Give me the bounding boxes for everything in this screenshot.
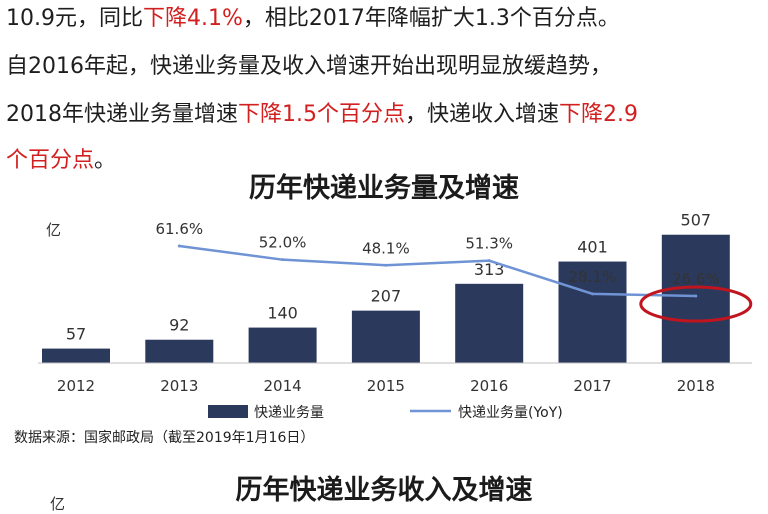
- revenue-unit-label: 亿: [50, 495, 66, 513]
- highlight-text: 下降4.1%: [143, 6, 243, 31]
- volume-chart: 亿 57 92 140 207 313 401 507 2012 2013 2014 2015 2016…: [38, 211, 753, 421]
- yoy-value-label: 48.1%: [362, 239, 410, 257]
- legend-label-bar: 快递业务量: [254, 405, 324, 421]
- text-segment: 2018年快递业务量增速: [6, 102, 238, 127]
- x-tick-label: 2012: [57, 377, 95, 395]
- text-segment: 10.9元，同比: [6, 6, 143, 31]
- yoy-line: [179, 244, 696, 298]
- text-segment: ，相比2017年降幅扩大1.3个百分点。: [242, 6, 620, 31]
- bar-2016: [455, 283, 524, 363]
- legend-label-line: 快递业务量(YoY): [458, 405, 563, 421]
- bar-value-label: 140: [267, 304, 298, 323]
- text-segment: ，快递收入增速: [405, 102, 560, 127]
- x-tick-label: 2013: [160, 377, 198, 395]
- bar-2014: [248, 327, 317, 363]
- paragraph-line-4: 个百分点。: [6, 141, 116, 180]
- x-tick-label: 2015: [367, 377, 405, 395]
- data-source-note: 数据来源：国家邮政局（截至2019年1月16日）: [14, 430, 315, 446]
- x-tick-label: 2016: [470, 377, 508, 395]
- bar-value-label: 57: [66, 325, 86, 344]
- yoy-point: [487, 259, 491, 263]
- yoy-point: [694, 294, 698, 298]
- bar-2013: [145, 339, 214, 363]
- bar-2012: [42, 348, 110, 363]
- bar-value-label: 207: [371, 287, 402, 306]
- yoy-point: [384, 263, 388, 267]
- highlight-text: 下降1.5个百分点: [238, 102, 405, 127]
- unit-label: 亿: [46, 221, 61, 239]
- yoy-value-label: 61.6%: [155, 220, 203, 238]
- yoy-value-label: 26.6%: [672, 270, 720, 288]
- yoy-value-label: 52.0%: [259, 234, 307, 252]
- bar-value-label: 507: [681, 211, 712, 230]
- yoy-point: [591, 292, 594, 296]
- yoy-value-label: 28.1%: [569, 268, 617, 286]
- bar-2015: [351, 310, 420, 363]
- yoy-point: [281, 258, 285, 262]
- bar-2018: [661, 234, 730, 363]
- legend-swatch-bar: [208, 405, 248, 418]
- bar-value-label: 313: [474, 260, 505, 279]
- paragraph-line-2: 自2016年起，快递业务量及收入增速开始出现明显放缓趋势，: [6, 47, 612, 86]
- yoy-value-label: 51.3%: [465, 235, 513, 253]
- text-segment: 自2016年起，快递业务量及收入增速开始出现明显放缓趋势，: [6, 54, 612, 79]
- paragraph-line-1: 10.9元，同比下降4.1%，相比2017年降幅扩大1.3个百分点。: [6, 0, 620, 38]
- x-tick-label: 2017: [573, 377, 611, 395]
- bar-2017: [558, 261, 627, 363]
- chart-title-revenue: 历年快递业务收入及增速: [235, 475, 533, 506]
- yoy-point: [177, 244, 181, 248]
- highlight-text: 下降2.9: [559, 102, 639, 127]
- x-tick-label: 2014: [264, 377, 302, 395]
- paragraph-line-3: 2018年快递业务量增速下降1.5个百分点，快递收入增速下降2.9: [6, 95, 638, 134]
- bar-value-label: 401: [577, 238, 608, 257]
- bar-value-label: 92: [169, 316, 189, 335]
- x-tick-label: 2018: [677, 377, 715, 395]
- text-segment: 。: [94, 148, 117, 173]
- highlight-text: 个百分点: [6, 148, 95, 173]
- highlight-ellipse: [639, 285, 753, 323]
- chart-title-volume: 历年快递业务量及增速: [249, 173, 519, 204]
